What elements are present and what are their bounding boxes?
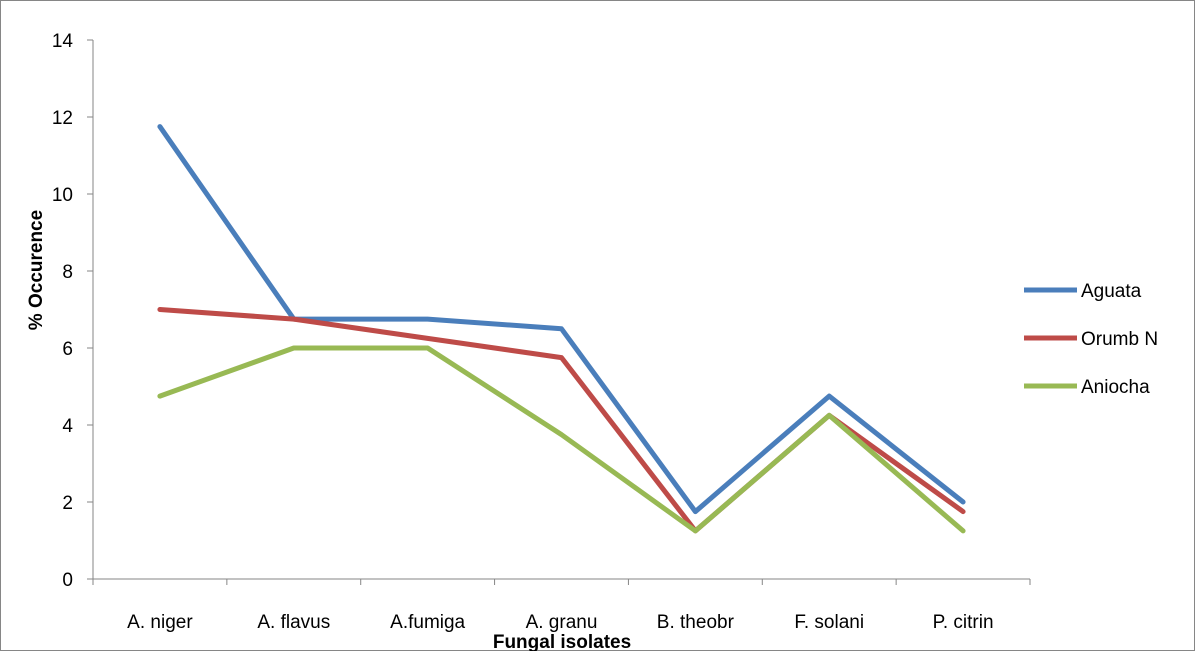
x-tick-label: P. citrin (933, 612, 994, 633)
y-axis-title: % Occurence (26, 210, 47, 330)
x-tick-label: A. granu (526, 612, 598, 633)
y-tick-label: 10 (52, 185, 73, 206)
y-tick-label: 0 (62, 570, 73, 591)
y-tick-label: 2 (62, 493, 73, 514)
y-tick-label: 14 (52, 31, 74, 52)
x-axis-title: Fungal isolates (493, 632, 631, 651)
x-tick-label: F. solani (794, 612, 864, 633)
y-tick-label: 6 (62, 339, 73, 360)
legend-label: Orumb N (1081, 329, 1158, 350)
y-tick-label: 4 (62, 416, 73, 437)
legend-label: Aniocha (1081, 377, 1150, 398)
legend-label: Aguata (1081, 281, 1142, 302)
x-tick-label: A. flavus (257, 612, 330, 633)
y-tick-label: 12 (52, 108, 73, 129)
series-line-aniocha (157, 345, 966, 534)
x-tick-label: A.fumiga (390, 612, 465, 633)
y-tick-label: 8 (62, 262, 73, 283)
x-tick-label: A. niger (127, 612, 193, 633)
x-tick-label: B. theobr (657, 612, 735, 633)
